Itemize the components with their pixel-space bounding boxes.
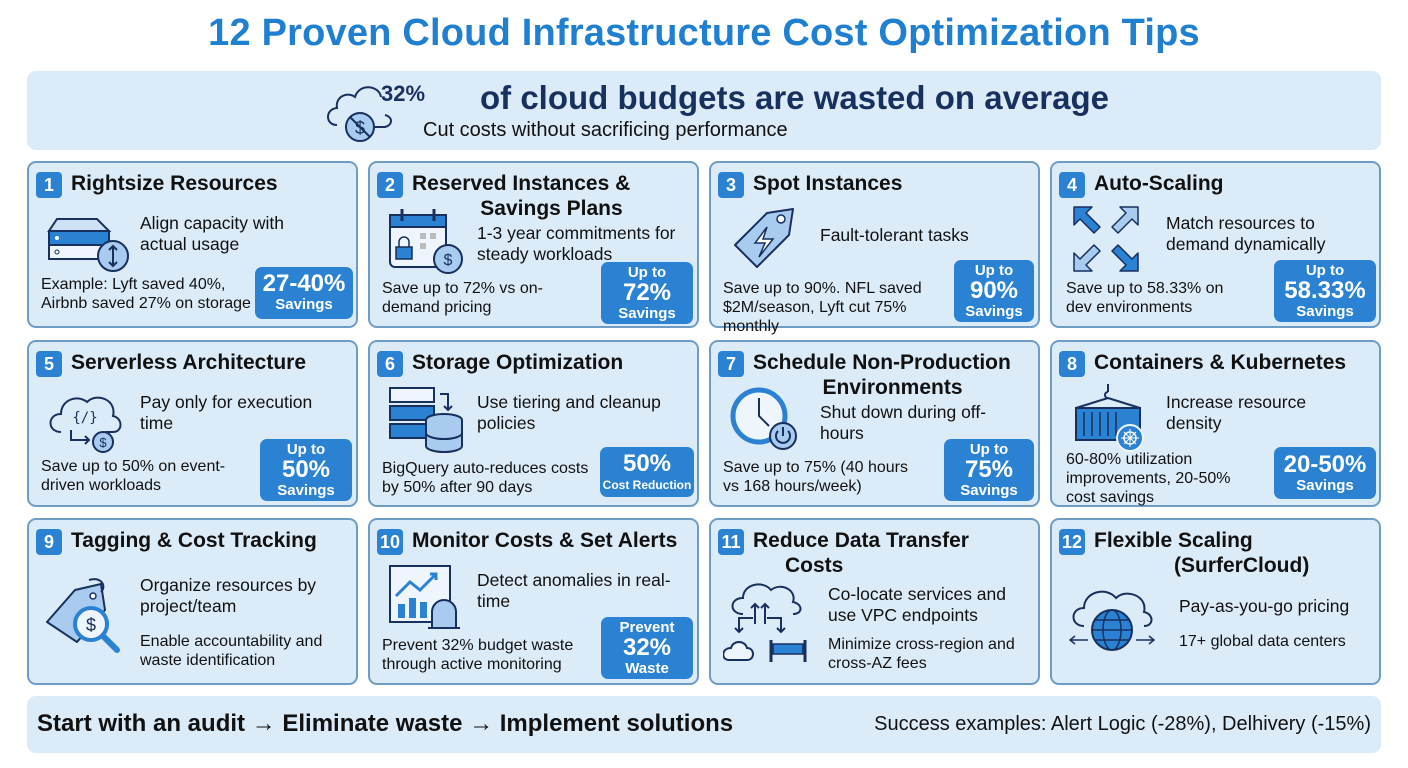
tip-title: Monitor Costs & Set Alerts [412, 529, 678, 552]
waste-stat: 32% [381, 81, 426, 106]
tip-number: 10 [377, 529, 404, 555]
savings-badge: 20-50% Savings [1274, 447, 1376, 499]
savings-badge: 27-40% Savings [255, 267, 353, 319]
tip-detail: Example: Lyft saved 40%, Airbnb saved 27… [41, 276, 251, 312]
svg-text:$: $ [99, 435, 107, 450]
tip-description: Co-locate services and use VPC endpoints [828, 584, 1006, 625]
tip-description: Fault-tolerant tasks [820, 225, 969, 245]
tip-title: Serverless Architecture [71, 351, 307, 374]
tip-number: 12 [1059, 529, 1086, 555]
calendar-lock-dollar-icon: $ [389, 209, 463, 274]
tip-number: 3 [718, 172, 744, 198]
tip-card-8: 8 Containers & Kubernetes Increase resou… [1050, 340, 1381, 507]
tip-number: 5 [36, 351, 62, 377]
tip-title: Spot Instances [753, 172, 903, 195]
tip-description: Organize resources by project/team [140, 575, 317, 616]
chart-bell-icon [389, 565, 460, 629]
tip-number: 9 [36, 529, 62, 555]
server-resize-icon [47, 218, 129, 272]
tip-description: 1-3 year commitments for steady workload… [477, 223, 676, 264]
tip-title: Rightsize Resources [71, 172, 278, 195]
savings-badge: Up to 58.33% Savings [1274, 260, 1376, 322]
tip-title: Storage Optimization [412, 351, 624, 374]
waste-banner: $ 32% of cloud budgets are wasted on ave… [27, 71, 1381, 150]
tip-number: 7 [718, 351, 744, 377]
tip-card-6: 6 Storage Optimization Use tiering and c… [368, 340, 699, 507]
success-examples: Success examples: Alert Logic (-28%), De… [874, 713, 1371, 735]
tip-number: 6 [377, 351, 403, 377]
tip-card-2: 2 Reserved Instances & Savings Plans $ 1… [368, 161, 699, 328]
tip-detail: 60-80% utilization improvements, 20-50% … [1066, 451, 1231, 506]
tip-title: Reserved Instances & Savings Plans [412, 172, 631, 220]
tip-card-3: 3 Spot Instances Fault-tolerant tasks Sa… [709, 161, 1040, 335]
tip-description: Shut down during off-hours [820, 402, 987, 443]
banner-headline: of cloud budgets are wasted on average [480, 79, 1109, 116]
tip-title: Schedule Non-Production Environments [753, 351, 1011, 399]
lightning-tag-icon [734, 208, 794, 268]
savings-badge: Up to 50% Savings [260, 439, 352, 501]
storage-database-icon [389, 387, 463, 453]
tip-card-5: 5 Serverless Architecture {/} $ Pay only… [27, 340, 358, 507]
clock-power-icon [730, 387, 797, 450]
cloud-transfer-barrier-icon [723, 583, 807, 662]
svg-text:{/}: {/} [72, 410, 97, 426]
tip-number: 8 [1059, 351, 1085, 377]
tag-magnifier-dollar-icon: $ [46, 578, 120, 653]
svg-text:$: $ [86, 615, 96, 635]
tip-detail: Prevent 32% budget waste through active … [382, 637, 574, 673]
tip-detail: 17+ global data centers [1179, 633, 1346, 650]
savings-badge: Prevent 32% Waste [601, 617, 693, 679]
page-title: 12 Proven Cloud Infrastructure Cost Opti… [208, 12, 1200, 54]
tip-detail: Save up to 72% vs on-demand pricing [382, 280, 543, 316]
tip-title: Reduce Data Transfer Costs [753, 529, 969, 577]
savings-badge: Up to 90% Savings [954, 260, 1034, 322]
tip-description: Detect anomalies in real-time [477, 570, 671, 611]
container-kubernetes-icon [1075, 384, 1144, 452]
tip-title: Auto-Scaling [1094, 172, 1224, 195]
tip-card-12: 12 Flexible Scaling (SurferCloud) Pay-as… [1050, 518, 1381, 685]
banner-subtitle: Cut costs without sacrificing performanc… [423, 119, 788, 141]
tip-detail: BigQuery auto-reduces costs by 50% after… [382, 460, 589, 496]
tip-detail: Enable accountability and waste identifi… [140, 633, 323, 669]
tip-description: Match resources to demand dynamically [1166, 213, 1326, 254]
tip-card-9: 9 Tagging & Cost Tracking $ Organize res… [27, 518, 358, 685]
tip-detail: Save up to 58.33% on dev environments [1066, 280, 1224, 316]
tip-description: Align capacity with actual usage [140, 213, 284, 254]
expand-arrows-icon [1073, 206, 1139, 272]
savings-badge: Up to 75% Savings [944, 439, 1034, 501]
tip-description: Increase resource density [1166, 392, 1307, 433]
tip-card-1: 1 Rightsize Resources Align capacity wit… [27, 161, 358, 328]
tip-description: Pay-as-you-go pricing [1179, 596, 1350, 616]
tip-card-10: 10 Monitor Costs & Set Alerts Detect ano… [368, 518, 699, 685]
cloud-code-dollar-icon: {/} $ [49, 396, 122, 453]
tip-number: 11 [718, 529, 744, 555]
tip-title: Tagging & Cost Tracking [71, 529, 317, 552]
svg-text:$: $ [444, 252, 453, 269]
tip-title: Containers & Kubernetes [1094, 351, 1347, 374]
cloud-no-dollar-icon: $ [327, 86, 392, 142]
tip-number: 4 [1059, 172, 1085, 198]
tip-card-4: 4 Auto-Scaling Match resources to demand… [1050, 161, 1381, 328]
tip-description: Pay only for execution time [140, 392, 313, 433]
tip-title: Flexible Scaling (SurferCloud) [1094, 529, 1310, 577]
tip-card-7: 7 Schedule Non-Production Environments S… [709, 340, 1040, 507]
tip-detail: Save up to 90%. NFL saved $2M/season, Ly… [723, 280, 922, 335]
tip-detail: Save up to 50% on event-driven workloads [41, 458, 226, 494]
savings-badge: 50% Cost Reduction [600, 447, 694, 497]
tip-card-11: 11 Reduce Data Transfer Costs Co-locate … [709, 518, 1040, 685]
tip-description: Use tiering and cleanup policies [477, 392, 661, 433]
tip-detail: Minimize cross-region and cross-AZ fees [828, 636, 1015, 672]
tip-detail: Save up to 75% (40 hours vs 168 hours/we… [723, 459, 909, 495]
action-flow: Start with an audit → Eliminate waste → … [37, 710, 734, 737]
footer-banner: Start with an audit → Eliminate waste → … [27, 696, 1381, 753]
cloud-globe-icon [1068, 590, 1156, 651]
tip-number: 1 [36, 172, 62, 198]
tip-number: 2 [377, 172, 403, 198]
savings-badge: Up to 72% Savings [601, 262, 693, 324]
